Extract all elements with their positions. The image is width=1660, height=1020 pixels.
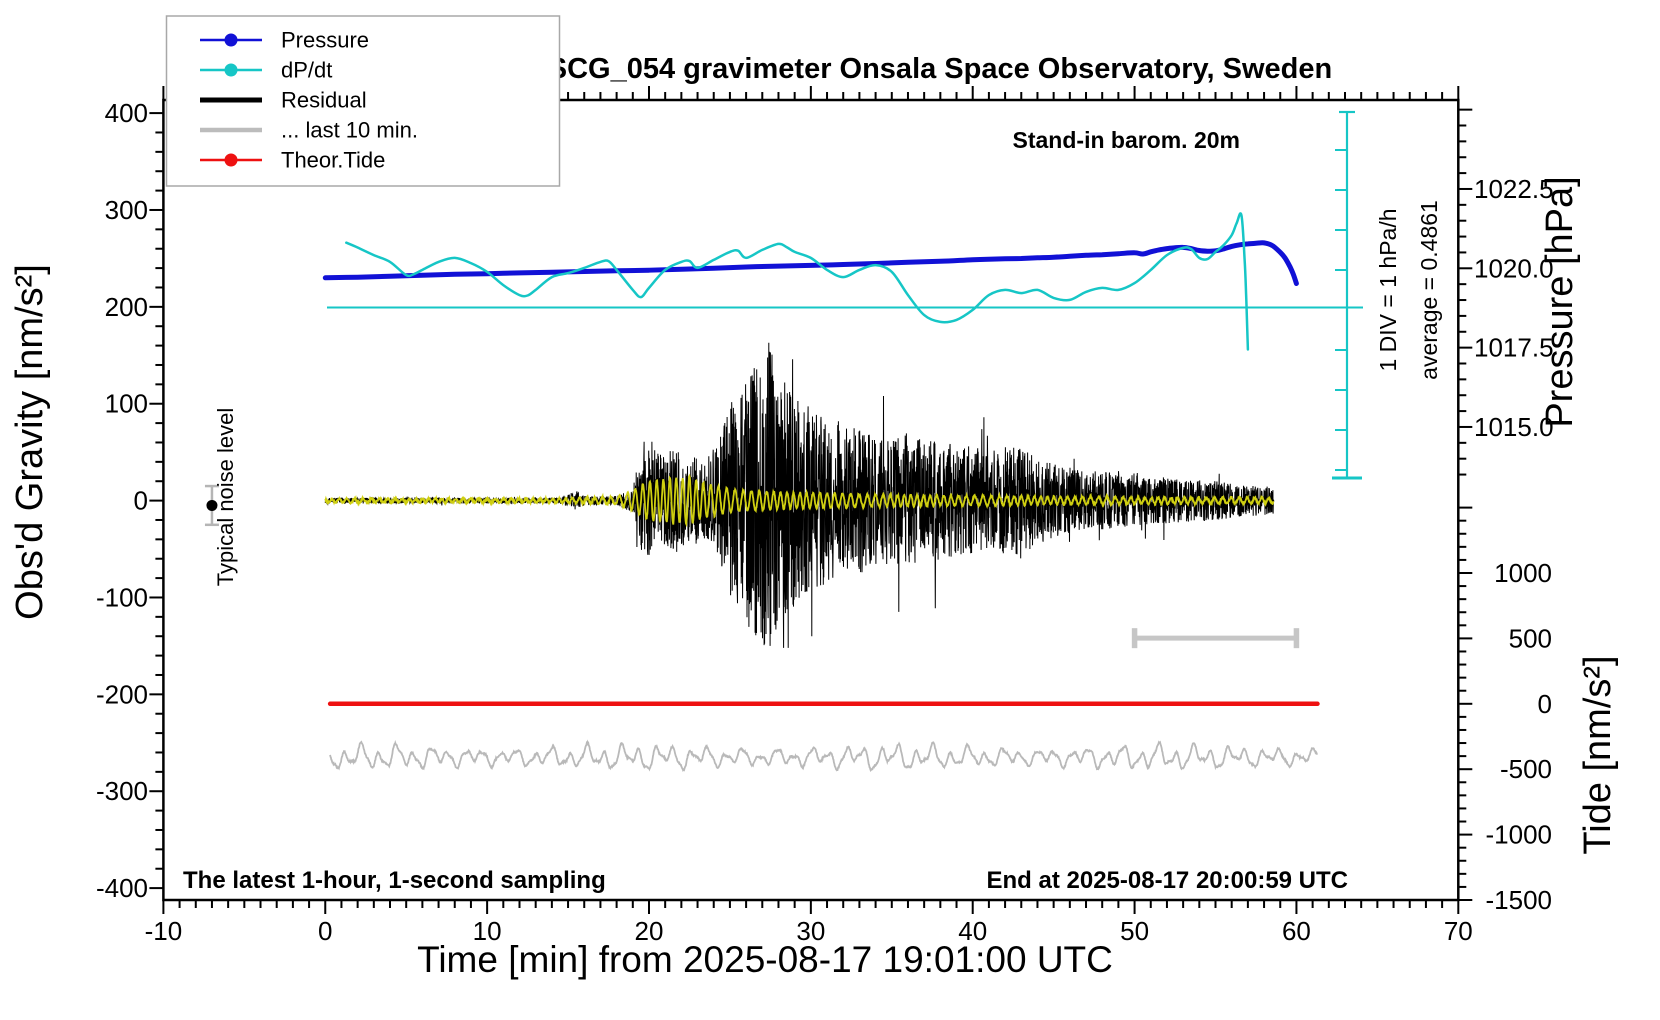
legend-label-dpdt: dP/dt xyxy=(281,58,332,83)
x-axis-title: Time [min] from 2025-08-17 19:01:00 UTC xyxy=(417,939,1113,980)
y-axis-title-gravity: Obs'd Gravity [nm/s²] xyxy=(9,264,51,620)
gravity-tick-label: 300 xyxy=(105,195,148,225)
x-tick-label: -10 xyxy=(145,916,183,946)
sampling-note: The latest 1-hour, 1-second sampling xyxy=(183,867,606,894)
y-axis-title-pressure: Pressure [hPa] xyxy=(1539,176,1581,427)
pressure-tick-label: 1022.5 xyxy=(1474,174,1554,204)
gravity-tick-label: 200 xyxy=(105,292,148,322)
tide-tick-label: 500 xyxy=(1509,623,1552,653)
end-time-note: End at 2025-08-17 20:00:59 UTC xyxy=(987,867,1349,894)
gravity-tick-label: -100 xyxy=(96,582,148,612)
tide-tick-label: -1000 xyxy=(1486,820,1553,850)
tide-tick-label: 0 xyxy=(1538,689,1552,719)
noise-marker-dot xyxy=(206,499,218,511)
legend-dot-pressure xyxy=(224,33,238,47)
pressure-tick-label: 1015.0 xyxy=(1474,412,1554,442)
gravity-tick-label: -400 xyxy=(96,873,148,903)
noise-level-label: Typical noise level xyxy=(213,408,238,587)
gravity-tick-label: -200 xyxy=(96,679,148,709)
stand-in-barometer-note: Stand-in barom. 20m xyxy=(1013,127,1240,153)
legend: Pressure dP/dt Residual ... last 10 min.… xyxy=(165,15,561,187)
plot-generated-layer: -10 0 10 20 30 40 50 60 704003002001000-100-200-… xyxy=(96,86,1554,946)
tide-tick-label: -500 xyxy=(1500,754,1552,784)
gravity-tick-label: -300 xyxy=(96,776,148,806)
legend-label-residual: Residual xyxy=(281,88,367,113)
legend-label-pressure: Pressure xyxy=(281,28,369,53)
y-axis-title-tide: Tide [nm/s²] xyxy=(1577,655,1619,854)
dpdt-div-scale-label: 1 DIV = 1 hPa/h xyxy=(1375,208,1401,371)
gravity-tick-label: 100 xyxy=(105,389,148,419)
pressure-tick-label: 1020.0 xyxy=(1474,253,1554,283)
tide-tick-label: -1500 xyxy=(1486,885,1553,915)
dpdt-average-label: average = 0.4861 xyxy=(1416,200,1442,380)
gravity-tick-label: 0 xyxy=(134,486,148,516)
x-tick-label: 30 xyxy=(796,916,825,946)
x-tick-label: 60 xyxy=(1282,916,1311,946)
x-tick-label: 40 xyxy=(958,916,987,946)
x-tick-label: 50 xyxy=(1120,916,1149,946)
x-tick-label: 70 xyxy=(1444,916,1473,946)
tide-tick-label: 1000 xyxy=(1494,558,1552,588)
legend-dot-theortide xyxy=(224,153,238,167)
last10-trace xyxy=(329,739,1318,773)
dpdt-trace xyxy=(345,212,1250,351)
pressure-tick-label: 1017.5 xyxy=(1474,333,1554,363)
legend-label-theortide: Theor.Tide xyxy=(281,148,385,173)
legend-label-last10: ... last 10 min. xyxy=(281,118,418,143)
x-tick-label: 0 xyxy=(318,916,332,946)
plot-title: SCG_054 gravimeter Onsala Space Observat… xyxy=(548,53,1332,85)
gravity-tick-label: 400 xyxy=(105,98,148,128)
x-tick-label: 10 xyxy=(473,916,502,946)
residual-lowpass-trace xyxy=(324,473,1275,528)
legend-dot-dpdt xyxy=(224,63,238,77)
x-tick-label: 20 xyxy=(635,916,664,946)
